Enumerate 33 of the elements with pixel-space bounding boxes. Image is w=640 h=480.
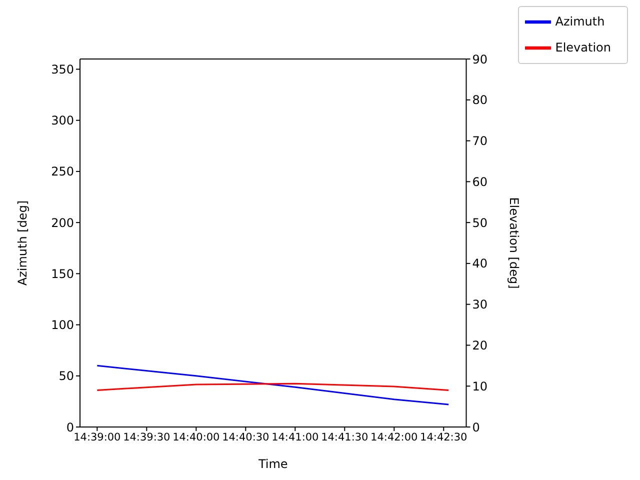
x-tick-label: 14:42:00: [370, 431, 418, 444]
x-tick-label: 14:40:00: [172, 431, 220, 444]
y2-tick-label: 90: [472, 52, 488, 66]
y-tick-label: 250: [51, 164, 74, 179]
x-tick-label: 14:41:00: [272, 431, 319, 444]
legend-label: Elevation: [555, 40, 611, 54]
y-tick-label: 200: [51, 216, 74, 230]
legend-label: Azimuth: [555, 14, 605, 28]
y2-axis-title: Elevation [deg]: [506, 197, 521, 289]
y2-tick-label: 0: [472, 420, 480, 434]
y-tick-label: 0: [66, 420, 74, 434]
x-tick-label: 14:40:30: [222, 431, 270, 444]
y-tick-label: 300: [51, 114, 74, 128]
y2-tick-label: 20: [472, 338, 488, 352]
x-tick-label: 14:42:30: [420, 431, 468, 444]
y2-tick-label: 80: [472, 93, 488, 108]
y-tick-label: 350: [51, 62, 74, 76]
y2-tick-label: 40: [472, 256, 488, 271]
y2-tick-label: 10: [472, 379, 488, 394]
x-tick-label: 14:39:30: [123, 431, 170, 444]
y2-tick-label: 50: [472, 216, 488, 230]
y2-tick-label: 60: [472, 174, 488, 189]
y2-tick-label: 30: [472, 298, 488, 312]
y-axis-title: Azimuth [deg]: [15, 200, 30, 286]
y-tick-label: 150: [51, 266, 74, 281]
x-tick-label: 14:41:30: [321, 431, 368, 444]
line-series: [96, 382, 450, 391]
y-tick-label: 50: [58, 369, 74, 384]
y-tick-label: 100: [51, 318, 74, 332]
line-series: [96, 364, 450, 406]
x-tick-label: 14:39:00: [74, 431, 121, 444]
x-axis-title: Time: [257, 457, 288, 471]
y2-tick-label: 70: [472, 134, 488, 148]
